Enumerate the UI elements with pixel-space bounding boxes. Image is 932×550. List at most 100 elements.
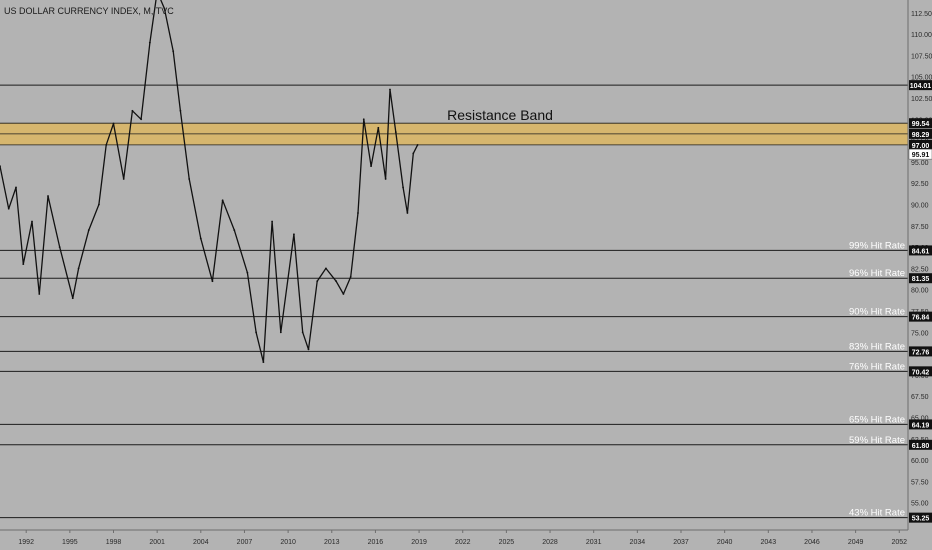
hit-rate-label-2: 96% Hit Rate <box>849 268 905 279</box>
level-price-tag-7: 61.80 <box>912 443 930 450</box>
band-price-tag-0: 99.54 <box>912 121 930 128</box>
x-tick-label-0: 1992 <box>18 539 34 546</box>
x-tick-label-7: 2013 <box>324 539 340 546</box>
price-point-38 <box>342 293 345 295</box>
x-tick-label-13: 2031 <box>586 539 602 546</box>
price-point-32 <box>293 233 295 236</box>
price-point-19 <box>163 7 166 10</box>
chart-title: US DOLLAR CURRENCY INDEX, M, TVC <box>4 6 174 16</box>
time-axis[interactable]: 1992 1995 1998 2001 2004 2007 2010 2013 2016 2019… <box>18 530 907 546</box>
level-price-tag-5-bg <box>909 366 932 377</box>
price-point-40 <box>357 212 359 214</box>
price-point-17 <box>148 41 151 44</box>
band-price-tag-0-bg <box>909 118 932 129</box>
level-price-tag-4: 72.76 <box>912 349 930 356</box>
x-tick-label-6: 2010 <box>280 539 296 546</box>
y-tick-label-22: 110.00 <box>911 32 932 39</box>
level-price-tag-2-bg <box>909 273 932 284</box>
price-point-36 <box>325 267 327 270</box>
x-tick-label-11: 2025 <box>499 539 515 546</box>
x-tick-label-16: 2040 <box>717 539 733 546</box>
y-tick-label-11: 82.50 <box>911 266 929 273</box>
price-point-31 <box>279 331 282 334</box>
x-tick-label-15: 2037 <box>673 539 689 546</box>
resistance-band-label: Resistance Band <box>447 107 553 123</box>
price-point-46 <box>394 131 397 133</box>
current-price-tag-bg <box>908 148 932 160</box>
hit-rate-label-4: 83% Hit Rate <box>849 341 905 352</box>
level-price-tag-0-bg <box>909 80 932 91</box>
price-point-37 <box>335 280 338 283</box>
y-tick-label-15: 92.50 <box>911 181 929 188</box>
level-price-tag-6-bg <box>909 419 932 430</box>
price-point-44 <box>384 178 387 180</box>
price-point-29 <box>262 361 265 364</box>
y-tick-label-20: 105.00 <box>911 75 932 82</box>
price-point-26 <box>233 229 236 231</box>
price-point-25 <box>221 199 224 202</box>
y-tick-label-2: 60.00 <box>911 458 929 465</box>
price-point-16 <box>140 118 143 121</box>
y-tick-label-23: 112.50 <box>911 11 932 18</box>
price-point-9 <box>77 267 80 270</box>
price-point-28 <box>255 331 258 334</box>
y-tick-label-8: 75.00 <box>911 330 929 337</box>
price-point-48 <box>406 212 409 214</box>
y-tick-label-16: 95.00 <box>911 160 929 167</box>
price-point-45 <box>389 88 391 91</box>
price-point-11 <box>98 203 100 206</box>
level-price-tag-5: 70.42 <box>912 369 930 376</box>
price-point-24 <box>211 280 214 283</box>
level-price-tag-3: 76.84 <box>912 315 930 322</box>
price-point-43 <box>377 126 380 129</box>
x-tick-label-10: 2022 <box>455 539 471 546</box>
price-point-10 <box>87 229 90 231</box>
price-point-13 <box>112 122 115 125</box>
price-point-0 <box>0 165 1 168</box>
price-point-50 <box>416 143 419 146</box>
level-price-tag-3-bg <box>909 311 932 322</box>
x-tick-label-4: 2004 <box>193 539 209 546</box>
price-point-27 <box>246 271 249 274</box>
price-point-33 <box>301 331 304 334</box>
y-tick-label-21: 107.50 <box>911 53 932 60</box>
level-price-tag-4-bg <box>909 346 932 357</box>
band-price-tag-1: 98.29 <box>912 132 930 139</box>
current-price-tag: 95.91 <box>912 152 930 159</box>
price-point-35 <box>316 280 319 283</box>
x-tick-label-20: 2052 <box>891 539 907 546</box>
price-point-34 <box>307 348 310 351</box>
price-point-7 <box>58 246 61 249</box>
price-point-2 <box>15 186 17 189</box>
price-layer <box>0 0 419 364</box>
y-tick-label-10: 80.00 <box>911 288 929 295</box>
price-point-22 <box>188 178 191 180</box>
band-price-tag-2-bg <box>909 139 932 150</box>
price-point-12 <box>105 143 108 146</box>
level-price-tag-7-bg <box>909 439 932 450</box>
level-price-tag-1: 84.61 <box>912 248 930 255</box>
hit-rate-label-1: 99% Hit Rate <box>849 240 905 251</box>
price-point-14 <box>122 178 125 180</box>
y-tick-label-13: 87.50 <box>911 224 929 231</box>
price-point-3 <box>22 263 25 266</box>
x-tick-label-8: 2016 <box>368 539 384 546</box>
levels-layer: 99% Hit Rate 96% Hit Rate 90% Hit Rate 83% … <box>0 84 908 519</box>
price-point-21 <box>179 109 182 112</box>
y-tick-label-0: 55.00 <box>911 501 929 508</box>
x-tick-label-1: 1995 <box>62 539 78 546</box>
band-price-tag-2: 97.00 <box>912 143 930 150</box>
y-tick-label-14: 90.00 <box>911 203 929 210</box>
hit-rate-label-5: 76% Hit Rate <box>849 361 905 372</box>
price-tags: 99.54 98.29 97.00 104.01 84.61 81.35 76.84 72.7… <box>908 80 932 523</box>
x-tick-label-3: 2001 <box>149 539 165 546</box>
x-tick-label-12: 2028 <box>542 539 558 546</box>
y-tick-label-4: 65.00 <box>911 416 929 423</box>
level-price-tag-2: 81.35 <box>912 276 930 283</box>
level-price-tag-8-bg <box>909 512 932 523</box>
y-tick-label-19: 102.50 <box>911 96 932 103</box>
price-point-6 <box>47 195 49 197</box>
price-point-41 <box>362 118 365 121</box>
